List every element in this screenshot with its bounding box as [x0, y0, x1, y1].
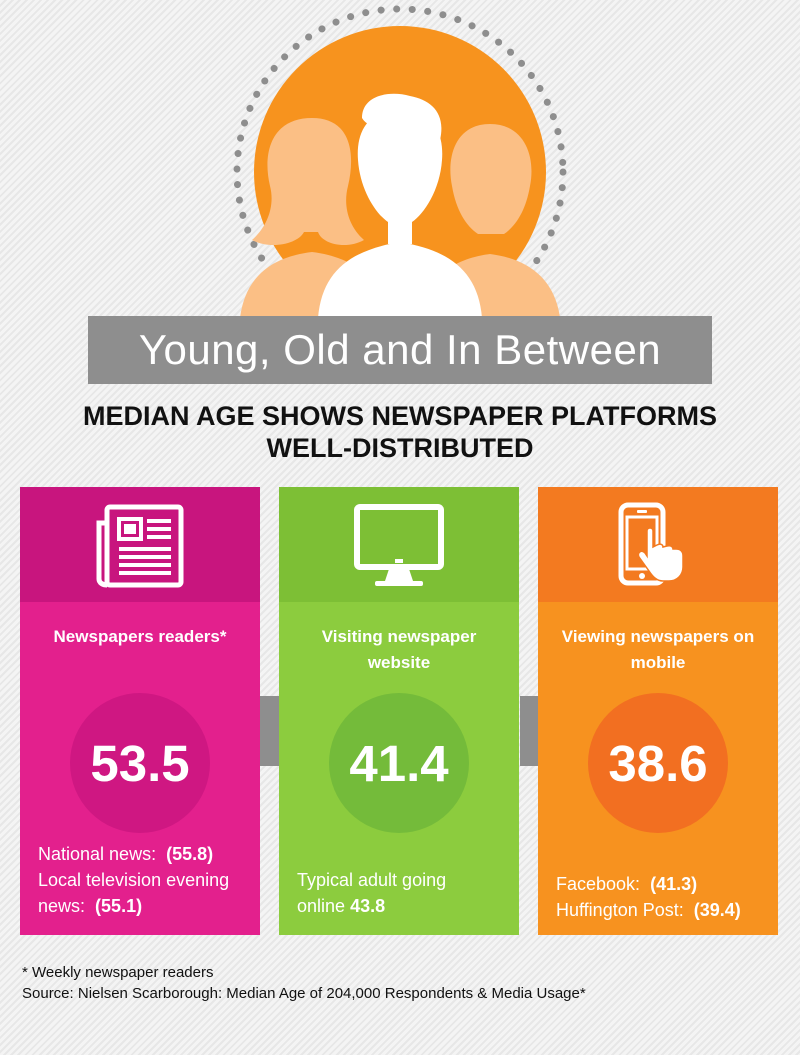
detail-line: Local television evening	[38, 867, 252, 893]
card-details: Facebook: (41.3) Huffington Post: (39.4)	[556, 871, 770, 923]
page-title: Young, Old and In Between	[138, 326, 662, 373]
page-title-banner: Young, Old and In Between	[88, 316, 712, 384]
card-icon-panel	[538, 487, 778, 602]
detail-label: online	[297, 896, 346, 916]
subtitle-line-2: WELL-DISTRIBUTED	[266, 433, 534, 463]
subtitle: MEDIAN AGE SHOWS NEWSPAPER PLATFORMS WEL…	[20, 400, 780, 464]
median-age-value: 53.5	[70, 693, 210, 833]
detail-line: news: (55.1)	[38, 893, 252, 919]
subtitle-line-1: MEDIAN AGE SHOWS NEWSPAPER PLATFORMS	[82, 401, 717, 431]
detail-line: online 43.8	[297, 893, 511, 919]
mobile-touch-icon	[618, 502, 684, 586]
card-details: Typical adult going online 43.8	[297, 867, 511, 919]
hero-center-person	[318, 93, 482, 318]
footnote-weekly-readers: * Weekly newspaper readers	[22, 964, 214, 981]
card-heading: Viewing newspapers on mobile	[561, 627, 755, 672]
detail-label: Facebook:	[556, 874, 641, 894]
card-connector	[260, 696, 280, 766]
footnote-source: Source: Nielsen Scarborough: Median Age …	[22, 985, 586, 1002]
card-icon-panel	[279, 487, 519, 602]
median-age-value: 41.4	[329, 693, 469, 833]
detail-value: (55.1)	[95, 896, 143, 916]
card-newspaper-readers: Newspapers readers* 53.5 National news: …	[20, 487, 260, 935]
detail-value: (39.4)	[693, 900, 741, 920]
people-group-icon	[233, 5, 567, 320]
detail-value: (55.8)	[166, 844, 214, 864]
card-heading: Newspapers readers*	[53, 627, 227, 646]
detail-value: (41.3)	[650, 874, 698, 894]
detail-line: Huffington Post: (39.4)	[556, 897, 770, 923]
detail-label: Local television evening	[38, 870, 230, 890]
card-details: National news: (55.8) Local television e…	[38, 841, 252, 919]
card-newspaper-mobile: Viewing newspapers on mobile 38.6 Facebo…	[538, 487, 778, 935]
detail-label: news:	[38, 896, 86, 916]
newspaper-icon	[96, 504, 184, 588]
detail-label: Huffington Post:	[556, 900, 684, 920]
detail-label: National news:	[38, 844, 157, 864]
detail-label: Typical adult going	[297, 870, 447, 890]
detail-value: 43.8	[350, 896, 386, 916]
card-newspaper-website: Visiting newspaper website 41.4 Typical …	[279, 487, 519, 935]
desktop-monitor-icon	[354, 504, 444, 586]
detail-line: National news: (55.8)	[38, 841, 252, 867]
footnotes: * Weekly newspaper readers Source: Niels…	[22, 962, 586, 1004]
detail-line: Typical adult going	[297, 867, 511, 893]
card-connector	[520, 696, 540, 766]
detail-line: Facebook: (41.3)	[556, 871, 770, 897]
hero-dotted-ring	[233, 5, 567, 320]
median-age-value: 38.6	[588, 693, 728, 833]
card-heading: Visiting newspaper website	[321, 627, 477, 672]
card-icon-panel	[20, 487, 260, 602]
